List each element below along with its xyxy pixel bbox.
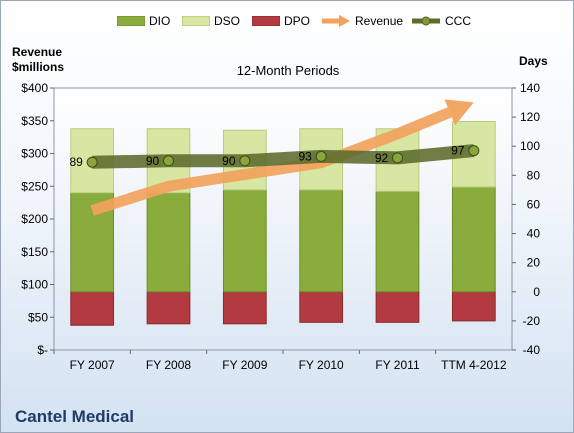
x-axis-tick-label: FY 2011 [375, 358, 420, 372]
left-axis-tick-label: $200 [21, 212, 48, 226]
ccc-data-label: 90 [146, 154, 160, 168]
ccc-point [239, 155, 251, 167]
company-name: Cantel Medical [15, 407, 135, 426]
x-axis-tick-label: FY 2008 [146, 358, 191, 372]
plot-area [53, 87, 513, 351]
revenue-line [90, 107, 452, 216]
ccc-data-label: 90 [222, 154, 236, 168]
bar-dpo [451, 291, 496, 322]
bar-dpo [70, 291, 115, 326]
legend-swatch-dio [117, 16, 145, 26]
left-axis-title-line1: Revenue [12, 45, 63, 59]
legend-item-dio: DIO [117, 11, 170, 31]
ccc-point [315, 150, 327, 162]
ccc-data-label: 93 [298, 149, 312, 163]
right-axis-tick-label: 100 [520, 139, 540, 153]
x-axis-tick-label: FY 2007 [70, 358, 115, 372]
ccc-data-label: 97 [451, 144, 465, 158]
left-axis-tick-label: $350 [21, 114, 48, 128]
legend-swatch-ccc [412, 16, 440, 26]
right-axis-tick-label: 0 [533, 285, 540, 299]
bar-dpo [222, 291, 267, 325]
right-axis-tick-label: -40 [523, 343, 541, 357]
bar-dio [299, 189, 344, 293]
bar-dio [451, 186, 496, 293]
right-axis-tick-label: 140 [520, 81, 540, 95]
left-axis-tick-label: $50 [28, 310, 48, 324]
right-axis-tick-label: 40 [527, 227, 541, 241]
x-axis-tick-label: TTM 4-2012 [441, 358, 507, 372]
chart-title: 12-Month Periods [236, 63, 340, 78]
legend-label-dpo: DPO [284, 14, 311, 28]
right-axis-tick-label: 80 [527, 168, 541, 182]
bar-dpo [146, 291, 191, 325]
right-axis-tick-label: 60 [527, 197, 541, 211]
ccc-line [92, 144, 475, 169]
legend-swatch-dso [182, 16, 210, 26]
left-axis-title: Revenue $millions [12, 45, 64, 75]
ccc-data-label: 89 [69, 155, 83, 169]
legend-label-dso: DSO [214, 14, 241, 28]
legend-swatch-dpo [252, 16, 280, 26]
left-axis-tick-label: $150 [21, 245, 48, 259]
legend-label-ccc: CCC [445, 14, 471, 28]
left-axis-title-line2: $millions [12, 60, 65, 74]
bar-dpo [375, 291, 420, 323]
ccc-data-label: 92 [375, 151, 389, 165]
legend-label-revenue: Revenue [355, 14, 404, 28]
legend-label-dio: DIO [149, 14, 171, 28]
left-axis-tick-label: $300 [21, 147, 48, 161]
ccc-point [392, 152, 403, 164]
bar-dio [222, 189, 267, 293]
legend-item-ccc: CCC [411, 11, 471, 31]
legend-item-dpo: DPO [252, 11, 310, 31]
ccc-point [468, 145, 480, 157]
left-axis-tick-label: $400 [21, 81, 48, 95]
left-axis-tick-label: $100 [21, 278, 48, 292]
right-axis-tick-label: 120 [520, 110, 540, 124]
x-axis-tick-label: FY 2010 [299, 358, 344, 372]
legend: DIO DSO DPO Revenue CCC [1, 11, 574, 31]
right-axis-tick-label: -20 [523, 314, 541, 328]
bar-dio [146, 192, 191, 293]
right-axis-title: Days [519, 54, 548, 68]
legend-item-revenue: Revenue [321, 11, 403, 31]
revenue-arrowhead [444, 99, 474, 126]
ccc-point [86, 156, 98, 168]
legend-swatch-revenue [322, 15, 350, 27]
right-axis-tick-label: 20 [527, 256, 541, 270]
bar-dpo [299, 291, 344, 323]
left-axis-tick-label: $- [37, 343, 48, 357]
ccc-point [163, 155, 174, 167]
legend-item-dso: DSO [182, 11, 240, 31]
x-axis-tick-label: FY 2009 [222, 358, 267, 372]
bar-dio [375, 190, 420, 293]
left-axis-tick-label: $250 [21, 179, 48, 193]
